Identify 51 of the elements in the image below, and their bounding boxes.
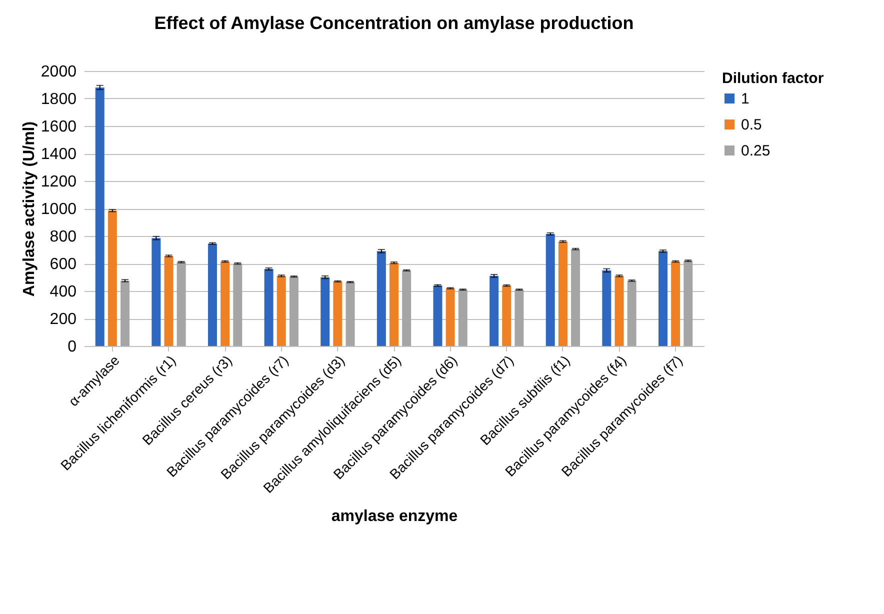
bar: [276, 276, 286, 346]
bar: [164, 256, 174, 346]
bar: [558, 242, 568, 346]
bar: [264, 269, 274, 346]
legend-title: Dilution factor: [722, 70, 824, 87]
bar: [208, 244, 217, 346]
y-tick-label: 1600: [40, 118, 77, 136]
bar: [627, 280, 636, 346]
bar: [346, 282, 355, 346]
bar: [684, 260, 693, 346]
y-tick-label: 1000: [40, 201, 77, 218]
bar: [614, 276, 624, 346]
bar: [446, 288, 455, 346]
bar: [502, 286, 512, 346]
bar: [152, 238, 161, 346]
bar: [658, 251, 668, 346]
y-tick-label: 1800: [40, 91, 77, 108]
bar: [289, 276, 298, 346]
bar: [402, 270, 412, 346]
bar: [333, 281, 342, 346]
y-tick-label: 2000: [40, 64, 77, 80]
y-tick-label: 200: [50, 311, 77, 328]
bar: [120, 280, 130, 346]
y-tick-label: 400: [50, 284, 77, 300]
legend-label: 0.5: [741, 116, 762, 134]
bar: [546, 234, 555, 346]
x-axis-title: amylase enzyme: [331, 508, 458, 525]
bar: [220, 261, 230, 346]
legend-label: 0.25: [741, 142, 770, 160]
bar: [602, 270, 612, 346]
bar: [458, 290, 468, 346]
bar: [176, 262, 186, 346]
bar: [95, 88, 104, 346]
y-tick-label: 800: [50, 228, 77, 246]
bar: [376, 251, 386, 346]
bar: [671, 261, 680, 346]
bar: [108, 210, 117, 346]
bar: [320, 277, 330, 346]
bar: [571, 249, 580, 346]
legend-label: 1: [741, 90, 750, 108]
bar: [233, 264, 242, 346]
bar: [514, 290, 524, 346]
bar: [433, 286, 442, 346]
bar: [490, 276, 499, 346]
y-axis-title: Amylase activity (U/ml): [20, 121, 38, 297]
y-tick-label: 600: [50, 256, 77, 273]
chart-title: Effect of Amylase Concentration on amylase production: [154, 13, 634, 33]
y-tick-label: 1200: [40, 174, 77, 190]
y-tick-label: 0: [68, 338, 77, 356]
bar: [390, 262, 398, 346]
y-tick-label: 1400: [40, 146, 77, 163]
